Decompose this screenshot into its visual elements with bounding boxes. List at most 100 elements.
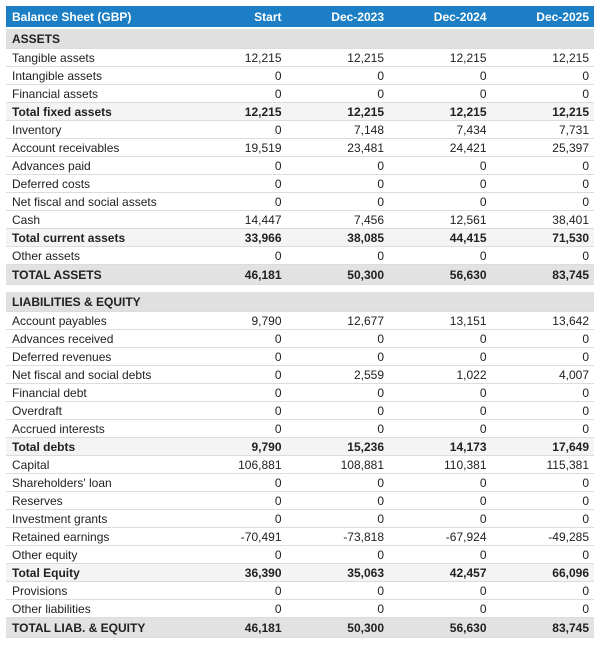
row-label: Account payables (6, 311, 184, 330)
table-title: Balance Sheet (GBP) (6, 6, 184, 29)
table-row: Cash 14,447 7,456 12,561 38,401 (6, 210, 594, 229)
row-value: 0 (491, 174, 594, 193)
row-value: 0 (389, 401, 492, 420)
table-row: Total current assets 33,966 38,085 44,415 71… (6, 228, 594, 247)
row-value: 7,731 (491, 120, 594, 139)
row-value: 0 (286, 545, 389, 564)
row-value: 0 (491, 401, 594, 420)
row-value: 0 (389, 84, 492, 103)
row-label: Total debts (6, 437, 184, 456)
row-value: 0 (286, 329, 389, 348)
row-value: 108,881 (286, 455, 389, 474)
row-value: 12,215 (184, 48, 287, 67)
row-value: 0 (491, 246, 594, 265)
row-value: 0 (286, 66, 389, 85)
row-value: 35,063 (286, 563, 389, 582)
table-row: Advances received 0 0 0 0 (6, 329, 594, 348)
row-value: 0 (389, 473, 492, 492)
section-header-row: LIABILITIES & EQUITY (6, 292, 594, 312)
column-header-dec-2024: Dec-2024 (389, 6, 492, 29)
row-value: 0 (184, 383, 287, 402)
table-row: Shareholders' loan 0 0 0 0 (6, 473, 594, 492)
row-value: 33,966 (184, 228, 287, 247)
table-row: Account receivables 19,519 23,481 24,421 25,… (6, 138, 594, 157)
row-value: 46,181 (184, 264, 287, 285)
table-row: Investment grants 0 0 0 0 (6, 509, 594, 528)
row-value: 0 (184, 491, 287, 510)
row-value: 0 (389, 383, 492, 402)
row-value: 0 (491, 84, 594, 103)
row-label: Account receivables (6, 138, 184, 157)
row-value: 0 (286, 383, 389, 402)
row-value: 0 (491, 599, 594, 618)
row-value: 0 (184, 473, 287, 492)
row-value: 83,745 (491, 264, 594, 285)
row-value: 0 (184, 509, 287, 528)
row-value: 0 (491, 491, 594, 510)
row-value: 50,300 (286, 264, 389, 285)
row-label: TOTAL LIAB. & EQUITY (6, 617, 184, 638)
row-value: 0 (389, 509, 492, 528)
row-value: 0 (389, 545, 492, 564)
row-value: -70,491 (184, 527, 287, 546)
row-value: 1,022 (389, 365, 492, 384)
row-value: 38,401 (491, 210, 594, 229)
row-label: Financial debt (6, 383, 184, 402)
row-value: 0 (491, 329, 594, 348)
row-value: 0 (286, 156, 389, 175)
row-label: Tangible assets (6, 48, 184, 67)
section-header-label: ASSETS (6, 28, 594, 49)
row-value: 12,215 (389, 102, 492, 121)
row-value: 12,215 (286, 48, 389, 67)
row-value: 0 (491, 383, 594, 402)
table-row: Deferred revenues 0 0 0 0 (6, 347, 594, 366)
row-value: 9,790 (184, 437, 287, 456)
row-value: 0 (389, 192, 492, 211)
row-label: Net fiscal and social debts (6, 365, 184, 384)
row-value: 0 (491, 419, 594, 438)
row-label: Deferred costs (6, 174, 184, 193)
row-value: 0 (286, 509, 389, 528)
row-label: Retained earnings (6, 527, 184, 546)
row-label: Capital (6, 455, 184, 474)
table-row: Total fixed assets 12,215 12,215 12,215 12,2… (6, 102, 594, 121)
row-value: 12,677 (286, 311, 389, 330)
row-value: 0 (286, 581, 389, 600)
row-value: 71,530 (491, 228, 594, 247)
row-value: 0 (184, 246, 287, 265)
row-label: Cash (6, 210, 184, 229)
table-row: Advances paid 0 0 0 0 (6, 156, 594, 175)
row-value: 0 (184, 120, 287, 139)
table-row: Total debts 9,790 15,236 14,173 17,649 (6, 437, 594, 456)
row-label: Intangible assets (6, 66, 184, 85)
row-value: 0 (286, 599, 389, 618)
row-value: 0 (491, 581, 594, 600)
row-value: 0 (389, 599, 492, 618)
row-value: 7,434 (389, 120, 492, 139)
section-header-row: ASSETS (6, 28, 594, 49)
row-label: Advances paid (6, 156, 184, 175)
row-value: 44,415 (389, 228, 492, 247)
row-value: 0 (184, 329, 287, 348)
row-value: 46,181 (184, 617, 287, 638)
row-label: Financial assets (6, 84, 184, 103)
row-value: 0 (286, 246, 389, 265)
row-value: 0 (184, 401, 287, 420)
row-label: Shareholders' loan (6, 473, 184, 492)
row-value: -67,924 (389, 527, 492, 546)
row-label: Net fiscal and social assets (6, 192, 184, 211)
row-value: 0 (184, 347, 287, 366)
row-label: Total fixed assets (6, 102, 184, 121)
row-value: 0 (286, 491, 389, 510)
section-spacer (6, 284, 594, 292)
row-value: 9,790 (184, 311, 287, 330)
table-row: Total Equity 36,390 35,063 42,457 66,096 (6, 563, 594, 582)
table-row: Deferred costs 0 0 0 0 (6, 174, 594, 193)
row-value: 19,519 (184, 138, 287, 157)
row-value: 0 (491, 545, 594, 564)
row-value: 0 (491, 347, 594, 366)
row-value: 115,381 (491, 455, 594, 474)
table-row: TOTAL ASSETS 46,181 50,300 56,630 83,745 (6, 264, 594, 285)
table-row: Tangible assets 12,215 12,215 12,215 12,215 (6, 48, 594, 67)
row-value: 0 (491, 509, 594, 528)
